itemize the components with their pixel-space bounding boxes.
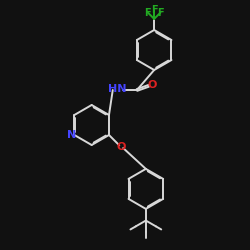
Text: F: F xyxy=(144,8,151,18)
Text: F: F xyxy=(157,8,164,18)
Text: O: O xyxy=(117,142,126,152)
Text: N: N xyxy=(68,130,77,140)
Text: HN: HN xyxy=(108,84,126,94)
Text: F: F xyxy=(151,5,158,15)
Text: O: O xyxy=(148,80,157,90)
